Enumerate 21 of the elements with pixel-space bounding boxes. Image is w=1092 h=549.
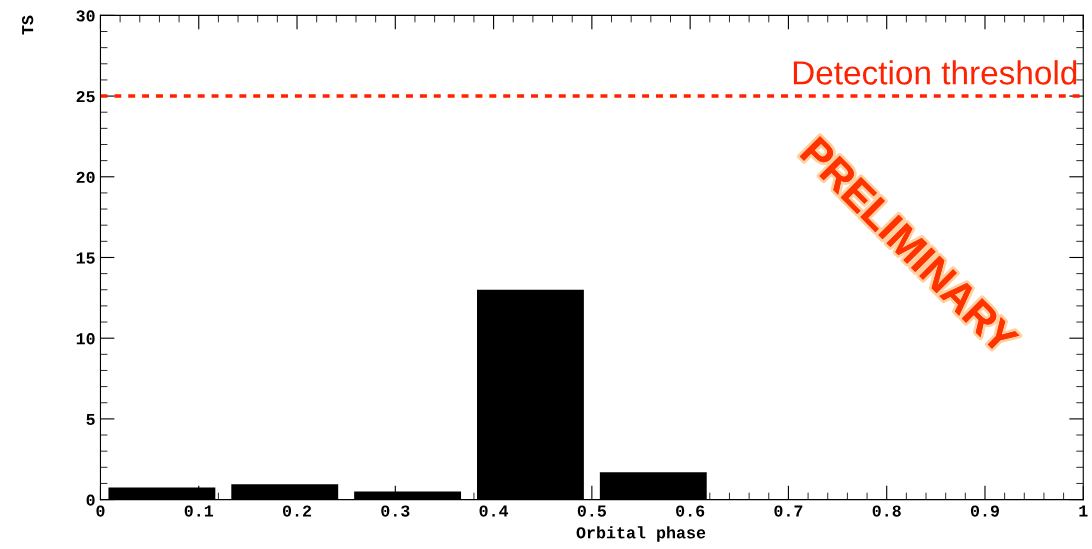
y-tick-label: 5	[86, 413, 95, 426]
y-tick-label: 10	[76, 333, 95, 345]
x-tick-label: 0.9	[970, 505, 999, 517]
y-tick-label: 20	[76, 171, 95, 183]
y-axis-title: TS	[21, 15, 34, 35]
y-tick-label: 15	[76, 252, 95, 264]
x-tick-label: 1	[1079, 505, 1088, 517]
y-tick-label: 30	[76, 10, 95, 22]
y-tick-label: 0	[86, 494, 95, 506]
x-tick-label: 0.5	[577, 505, 606, 517]
y-tick-label: 25	[76, 90, 95, 103]
ref-line-label: Detection threshold	[793, 60, 1077, 85]
x-tick-label: 0.7	[774, 505, 803, 517]
x-tick-label: 0.2	[282, 505, 312, 517]
x-tick-label: 0.6	[676, 505, 705, 517]
x-tick-label: 0.3	[381, 505, 410, 517]
x-tick-label: 0.1	[184, 505, 214, 517]
x-tick-label: 0	[96, 505, 105, 517]
x-tick-label: 0.4	[479, 505, 509, 517]
x-axis-title: Orbital phase	[576, 526, 706, 542]
x-tick-label: 0.8	[872, 505, 901, 517]
